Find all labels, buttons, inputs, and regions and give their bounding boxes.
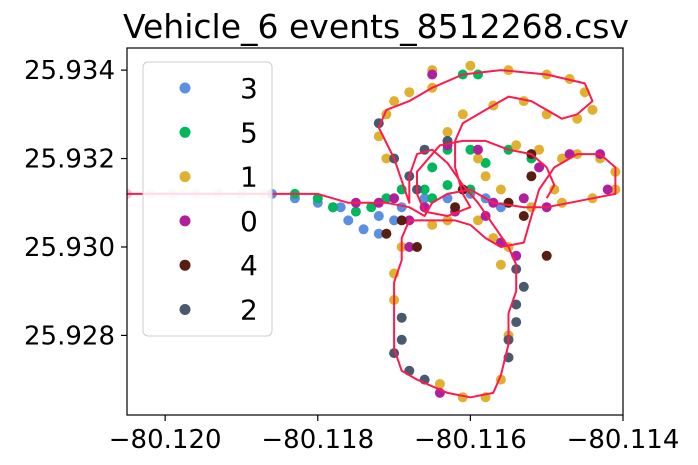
series-0-point-6 bbox=[404, 242, 415, 252]
series-3-point-9 bbox=[419, 193, 430, 204]
series-1-point-10 bbox=[572, 113, 583, 124]
series-1-point-15 bbox=[442, 127, 453, 137]
series-4-point-7 bbox=[541, 250, 552, 261]
x-tick-label: −80.120 bbox=[109, 425, 222, 455]
series-5-point-8 bbox=[442, 180, 453, 191]
series-1-point-45 bbox=[534, 144, 545, 155]
route-line bbox=[127, 69, 617, 399]
series-1-point-41 bbox=[495, 184, 506, 195]
series-1-point-21 bbox=[381, 153, 392, 164]
series-3-point-6 bbox=[373, 228, 384, 239]
series-0-point-21 bbox=[518, 193, 529, 204]
series-1-point-4 bbox=[465, 60, 476, 71]
series-1-point-36 bbox=[434, 379, 445, 389]
legend-box bbox=[142, 61, 273, 337]
series-3-point-15 bbox=[373, 211, 384, 221]
series-5-point-4 bbox=[366, 202, 377, 213]
series-1-point-46 bbox=[549, 184, 560, 195]
y-tick-label: 25.930 bbox=[24, 233, 115, 263]
axes-frame bbox=[126, 47, 624, 416]
legend: 3 5 1 0 4 2 bbox=[142, 61, 273, 337]
legend-marker-4 bbox=[179, 259, 191, 271]
series-5-point-1 bbox=[312, 193, 323, 204]
legend-label-4: 4 bbox=[240, 249, 258, 282]
series-1-point-35 bbox=[427, 219, 438, 230]
series-2-point-8 bbox=[511, 299, 522, 310]
legend-label-0: 0 bbox=[240, 205, 258, 238]
series-5-point-13 bbox=[427, 162, 438, 173]
series-5-point-15 bbox=[473, 69, 483, 80]
series-4-point-5 bbox=[526, 171, 537, 182]
series-0-point-10 bbox=[473, 144, 483, 155]
series-1-point-44 bbox=[511, 140, 522, 151]
series-1-point-33 bbox=[473, 215, 483, 226]
y-tick-label: 25.932 bbox=[24, 145, 115, 175]
plot-area bbox=[127, 60, 621, 403]
y-tick-label: 25.928 bbox=[24, 321, 115, 351]
series-5-point-3 bbox=[350, 206, 361, 217]
series-0-point-20 bbox=[389, 193, 400, 204]
x-tick-label: −80.114 bbox=[567, 425, 680, 455]
series-5-point-7 bbox=[419, 184, 430, 195]
series-3-point-7 bbox=[389, 215, 400, 226]
legend-marker-1 bbox=[179, 171, 191, 183]
chart-title: Vehicle_6 events_8512268.csv bbox=[123, 7, 629, 46]
series-1-point-43 bbox=[473, 153, 483, 164]
series-2-point-0 bbox=[396, 312, 407, 323]
series-2-point-9 bbox=[518, 281, 529, 292]
series-0-point-13 bbox=[534, 162, 545, 173]
series-2-point-7 bbox=[511, 317, 522, 328]
series-0-point-17 bbox=[602, 184, 613, 195]
series-5-point-2 bbox=[328, 202, 338, 213]
series-3-point-5 bbox=[358, 224, 369, 235]
series-1-point-17 bbox=[404, 87, 415, 98]
legend-label-1: 1 bbox=[240, 161, 258, 194]
series-1-point-31 bbox=[495, 259, 506, 270]
legend-marker-0 bbox=[179, 215, 191, 227]
legend-marker-2 bbox=[179, 304, 191, 315]
series-5-point-10 bbox=[480, 158, 491, 168]
y-axis: 25.928 25.930 25.932 25.934 bbox=[24, 56, 127, 351]
x-tick-label: −80.116 bbox=[414, 425, 527, 455]
series-4-point-8 bbox=[518, 211, 529, 221]
y-tick-label: 25.934 bbox=[24, 56, 115, 86]
series-4-point-2 bbox=[450, 202, 461, 213]
series-4-point-9 bbox=[396, 215, 407, 226]
series-3-point-14 bbox=[335, 202, 346, 213]
series-4-point-1 bbox=[412, 242, 422, 252]
series-5-point-5 bbox=[381, 193, 392, 204]
series-1-point-14 bbox=[457, 109, 468, 120]
legend-label-3: 3 bbox=[240, 72, 258, 105]
series-2-point-1 bbox=[396, 334, 407, 345]
series-5-point-11 bbox=[465, 144, 476, 155]
series-1-point-9 bbox=[587, 104, 598, 115]
x-tick-label: −80.118 bbox=[261, 425, 374, 455]
legend-marker-3 bbox=[179, 82, 191, 94]
series-3-point-4 bbox=[343, 215, 354, 226]
series-1-point-42 bbox=[480, 171, 491, 182]
legend-label-5: 5 bbox=[240, 116, 258, 149]
x-axis: −80.120 −80.118 −80.116 −80.114 bbox=[109, 415, 680, 455]
series-1-point-18 bbox=[389, 96, 400, 107]
legend-marker-5 bbox=[179, 126, 191, 138]
legend-label-2: 2 bbox=[240, 294, 258, 327]
series-4-point-0 bbox=[381, 228, 392, 239]
series-0-point-8 bbox=[427, 69, 438, 80]
